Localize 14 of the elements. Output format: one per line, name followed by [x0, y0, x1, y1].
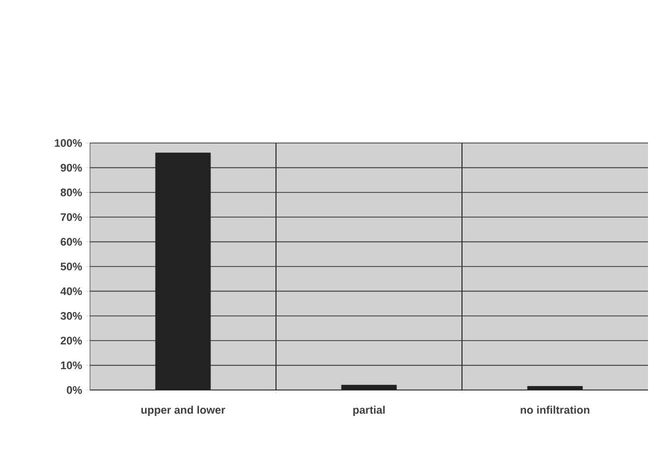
y-tick-label: 20% [60, 336, 82, 344]
y-tick-label: 50% [60, 262, 82, 270]
y-tick-label: 100% [54, 139, 82, 147]
x-tick-label: no infiltration [520, 406, 590, 414]
y-tick-label: 10% [60, 361, 82, 370]
y-tick-label: 70% [60, 213, 82, 221]
y-tick-label: 90% [60, 164, 82, 172]
x-tick-label: partial [353, 406, 385, 416]
y-tick-label: 0% [66, 386, 82, 394]
y-tick-label: 60% [60, 238, 82, 246]
y-tick-label: 80% [60, 188, 82, 196]
y-tick-label: 30% [60, 312, 82, 320]
y-tick-label: 40% [60, 287, 82, 296]
x-tick-label: upper and lower [141, 406, 226, 416]
